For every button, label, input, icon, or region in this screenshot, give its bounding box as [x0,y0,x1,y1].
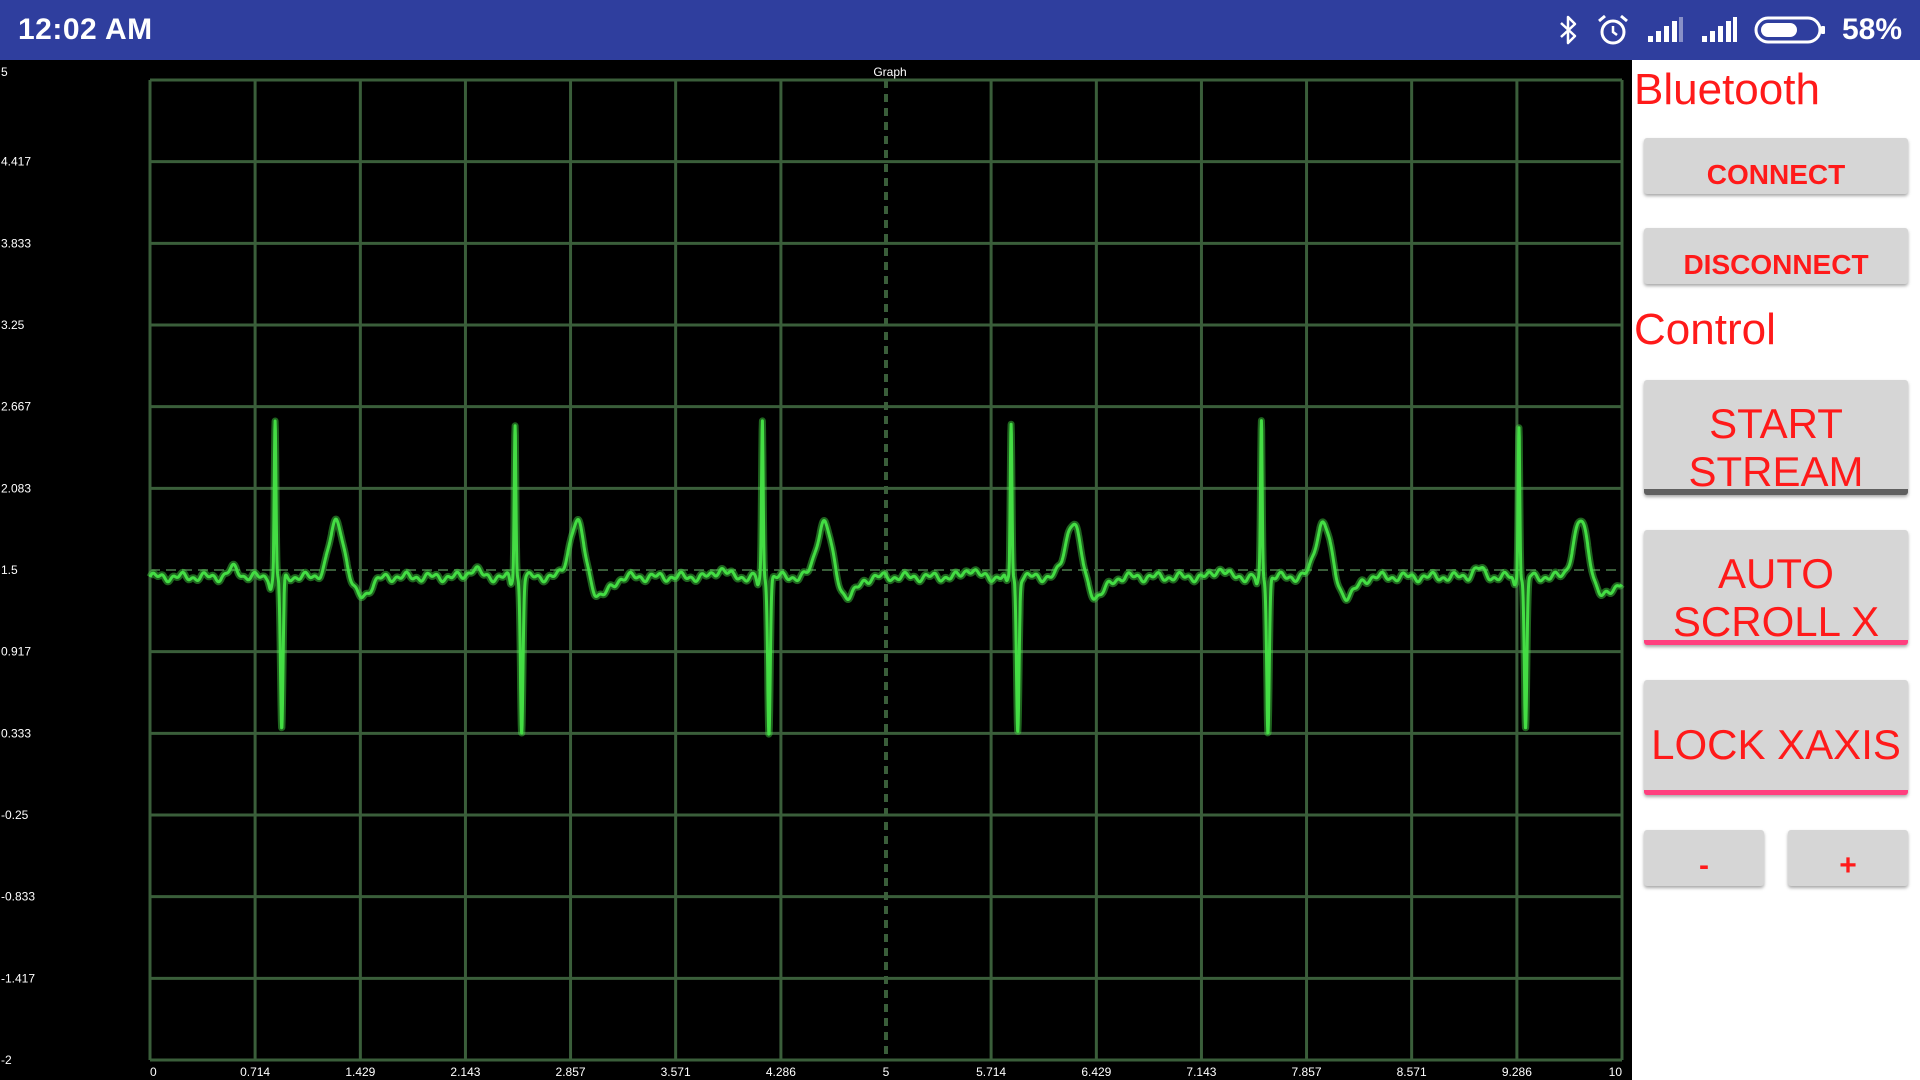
x-axis-labels: 0 0.714 1.429 2.143 2.857 3.571 4.286 5 5.714 6.4… [150,1065,1622,1079]
y-tick-label: 3.833 [1,236,31,250]
bluetooth-section-title: Bluetooth [1634,65,1820,114]
zoom-in-button[interactable]: + [1788,830,1908,886]
y-tick-label: 2.083 [1,481,31,495]
status-time: 12:02 AM [18,13,153,46]
y-tick-label: -1.417 [1,971,35,985]
x-tick-label: 2.857 [556,1065,586,1079]
disconnect-button[interactable]: DISCONNECT [1644,228,1908,284]
y-tick-label: -2 [1,1053,12,1067]
x-tick-label: 5 [883,1065,890,1079]
signal-icon [1700,16,1738,44]
y-tick-label: 1.5 [1,563,18,577]
trace-layer [146,417,1625,738]
y-tick-label: 5 [1,65,8,79]
connect-button[interactable]: CONNECT [1644,138,1908,194]
auto-scroll-x-button[interactable]: AUTO SCROLL X [1644,530,1908,645]
control-section-title: Control [1634,305,1776,354]
bluetooth-icon [1558,14,1580,46]
ecg-trace [148,419,1623,736]
y-tick-label: 0.917 [1,645,31,659]
x-tick-label: 3.571 [661,1065,691,1079]
lock-xaxis-button[interactable]: LOCK XAXIS [1644,680,1908,795]
x-tick-label: 4.286 [766,1065,796,1079]
y-axis-labels: 5 4.417 3.833 3.25 2.667 2.083 1.5 0.917 0.333 -0… [1,65,35,1067]
x-tick-label: 0 [150,1065,157,1079]
x-tick-label: 0.714 [240,1065,270,1079]
y-tick-label: 4.417 [1,155,31,169]
alarm-icon [1596,14,1630,46]
ecg-graph[interactable]: Graph 5 4.417 3.833 3.25 2.667 2.083 1.5 0.917 0… [0,60,1632,1080]
battery-percentage: 58% [1841,13,1902,46]
y-tick-label: 0.333 [1,726,31,740]
y-tick-label: -0.833 [1,890,35,904]
zoom-out-button[interactable]: - [1644,830,1764,886]
x-tick-label: 9.286 [1502,1065,1532,1079]
start-stream-button[interactable]: START STREAM [1644,380,1908,495]
status-bar: 12:02 AM [0,0,1920,60]
status-icons: 58% [1558,0,1902,60]
signal-icon [1646,16,1684,44]
y-tick-label: 2.667 [1,400,31,414]
y-tick-label: 3.25 [1,318,25,332]
control-panel: Bluetooth CONNECT DISCONNECT Control STA… [1632,60,1920,1080]
x-tick-label: 10 [1609,1065,1623,1079]
graph-title: Graph [873,65,906,79]
x-tick-label: 8.571 [1397,1065,1427,1079]
x-tick-label: 5.714 [976,1065,1006,1079]
x-tick-label: 6.429 [1081,1065,1111,1079]
y-tick-label: -0.25 [1,808,29,822]
x-tick-label: 7.143 [1186,1065,1216,1079]
x-tick-label: 7.857 [1292,1065,1322,1079]
x-tick-label: 2.143 [450,1065,480,1079]
graph-canvas[interactable]: Graph 5 4.417 3.833 3.25 2.667 2.083 1.5 0.917 0… [0,60,1632,1080]
battery-icon [1754,15,1826,45]
x-tick-label: 1.429 [345,1065,375,1079]
